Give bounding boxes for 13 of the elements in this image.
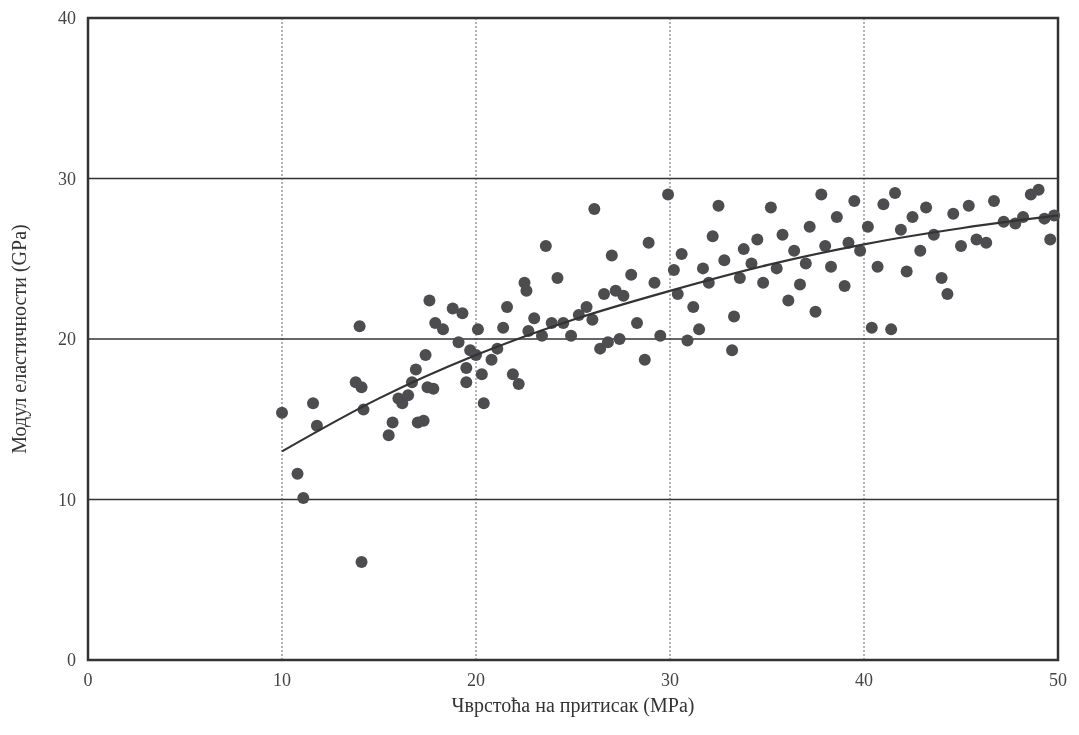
y-tick-label: 20 bbox=[58, 329, 76, 349]
x-tick-label: 40 bbox=[855, 670, 873, 690]
x-tick-label: 10 bbox=[273, 670, 291, 690]
x-tick-label: 50 bbox=[1049, 670, 1067, 690]
y-tick-label: 10 bbox=[58, 489, 76, 510]
y-tick-label: 0 bbox=[67, 650, 76, 670]
y-tick-label: 30 bbox=[58, 168, 76, 189]
y-tick-label: 40 bbox=[58, 8, 76, 28]
y-axis-title: Модул еластичности (GPa) bbox=[8, 224, 31, 454]
x-tick-label: 20 bbox=[467, 670, 485, 690]
x-tick-label: 0 bbox=[83, 670, 93, 690]
x-tick-label: 30 bbox=[661, 670, 679, 690]
x-axis-title: Чврстоћа на притисак (MPa) bbox=[451, 694, 695, 717]
